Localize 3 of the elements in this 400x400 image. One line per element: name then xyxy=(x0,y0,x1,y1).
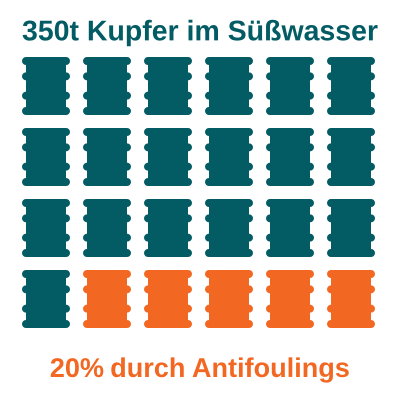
text: 350t Kupfer im Süßwasser xyxy=(22,20,378,46)
data-label: 20% xyxy=(50,358,104,378)
category-label: durch Antifoulings xyxy=(111,357,349,383)
